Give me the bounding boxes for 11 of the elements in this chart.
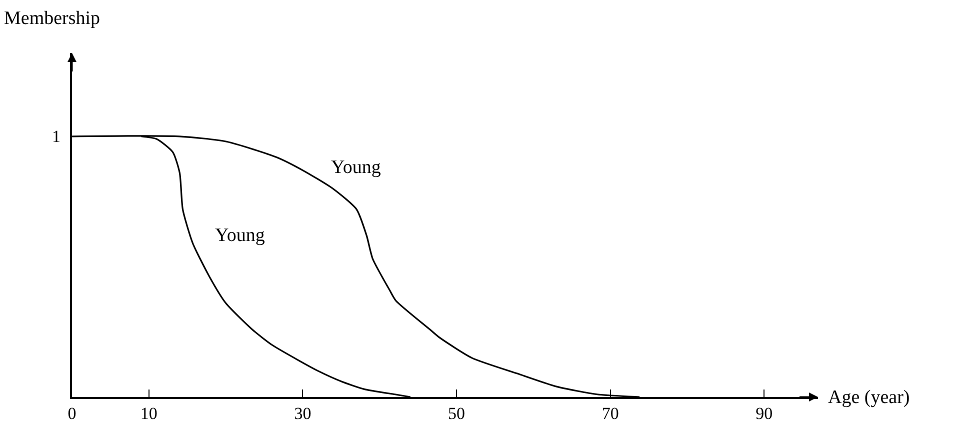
x-tick-label: 0: [68, 404, 76, 424]
x-tick-label: 50: [448, 404, 466, 424]
annotation: Young: [331, 157, 382, 178]
x-axis-title: Age (year): [828, 387, 910, 408]
annotation: Young: [215, 225, 266, 246]
x-tick-label: 30: [294, 404, 312, 424]
x-tick-label: 70: [602, 404, 619, 424]
x-tick-label: 10: [140, 404, 158, 424]
text: 1: [52, 127, 60, 146]
x-tick-label: 90: [756, 404, 773, 424]
text: Membership: [4, 8, 100, 29]
